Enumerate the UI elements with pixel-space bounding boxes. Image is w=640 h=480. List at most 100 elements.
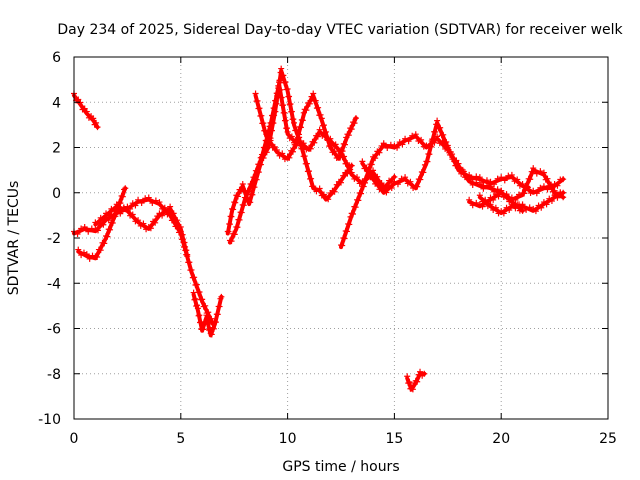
data-point <box>376 149 383 156</box>
data-point <box>418 136 425 143</box>
data-point <box>540 183 547 190</box>
data-point <box>303 107 310 114</box>
grid-layer <box>74 57 608 419</box>
data-point <box>297 124 304 131</box>
data-point <box>228 213 235 220</box>
data-point <box>398 175 405 182</box>
data-point <box>350 210 357 217</box>
data-point <box>512 197 519 204</box>
data-point <box>494 186 501 193</box>
data-point <box>105 226 112 233</box>
data-point <box>78 225 85 232</box>
data-point <box>288 108 295 115</box>
data-point <box>308 93 315 100</box>
data-point <box>196 288 203 295</box>
data-point <box>263 131 270 138</box>
data-point <box>85 228 92 235</box>
x-tick-label: 15 <box>385 431 403 447</box>
data-point <box>405 138 412 145</box>
series-layer <box>71 65 567 393</box>
data-point <box>530 187 537 194</box>
data-point <box>544 186 551 193</box>
data-point <box>460 168 467 175</box>
data-point <box>203 312 210 319</box>
data-point <box>109 220 116 227</box>
data-point <box>95 221 102 228</box>
data-point <box>200 326 207 333</box>
data-point <box>184 253 191 260</box>
data-point <box>266 123 273 130</box>
data-point <box>320 122 327 129</box>
data-point <box>308 175 315 182</box>
data-point <box>370 174 377 181</box>
data-point <box>256 162 263 169</box>
data-point <box>226 221 233 228</box>
data-point <box>293 142 300 149</box>
data-point <box>306 100 313 107</box>
data-point <box>202 302 209 309</box>
data-point <box>120 204 127 211</box>
series-arc-10 <box>359 117 567 197</box>
data-point <box>319 122 326 129</box>
data-point <box>132 202 139 209</box>
data-point <box>239 180 246 187</box>
data-point <box>469 202 476 209</box>
data-point <box>356 190 363 197</box>
data-point <box>234 193 241 200</box>
data-point <box>101 240 108 247</box>
data-point <box>149 200 156 207</box>
data-point <box>415 138 422 145</box>
data-point <box>197 319 204 326</box>
data-point <box>383 189 390 196</box>
data-point <box>331 188 338 195</box>
data-point <box>495 193 502 200</box>
data-point <box>256 105 263 112</box>
data-point <box>338 147 344 154</box>
data-point <box>286 93 293 100</box>
data-point <box>450 155 457 162</box>
data-point <box>279 72 286 79</box>
data-point <box>271 143 278 150</box>
data-point <box>368 161 375 168</box>
data-point <box>346 221 353 228</box>
x-tick-label: 20 <box>492 431 510 447</box>
data-point <box>532 208 539 215</box>
data-point <box>152 219 159 226</box>
data-point <box>142 195 149 202</box>
data-point <box>273 147 280 154</box>
data-point <box>135 196 142 203</box>
data-point <box>523 206 530 213</box>
data-point <box>409 132 416 139</box>
data-point <box>399 141 406 148</box>
data-point <box>191 296 198 303</box>
data-point <box>231 231 238 238</box>
data-point <box>340 172 347 179</box>
data-point <box>89 252 96 259</box>
data-point <box>216 303 223 310</box>
data-point <box>214 311 221 318</box>
data-point <box>112 213 119 220</box>
data-point <box>234 224 241 231</box>
data-point <box>295 131 302 138</box>
data-point <box>310 90 317 97</box>
data-point <box>537 184 544 191</box>
x-tick-label: 25 <box>599 431 617 447</box>
data-point <box>487 201 494 208</box>
data-point <box>374 179 381 186</box>
data-point <box>164 209 171 216</box>
data-point <box>93 119 100 126</box>
data-point <box>430 136 437 143</box>
data-point <box>181 239 188 246</box>
data-point <box>268 120 275 127</box>
data-point <box>283 86 290 93</box>
data-point <box>348 169 355 176</box>
data-point <box>528 168 535 175</box>
data-point <box>238 209 245 216</box>
data-point <box>363 164 370 171</box>
data-point <box>251 174 258 181</box>
data-point <box>159 212 166 219</box>
data-point <box>207 330 214 337</box>
data-point <box>386 177 393 184</box>
data-point <box>341 153 348 160</box>
data-point <box>212 319 219 326</box>
